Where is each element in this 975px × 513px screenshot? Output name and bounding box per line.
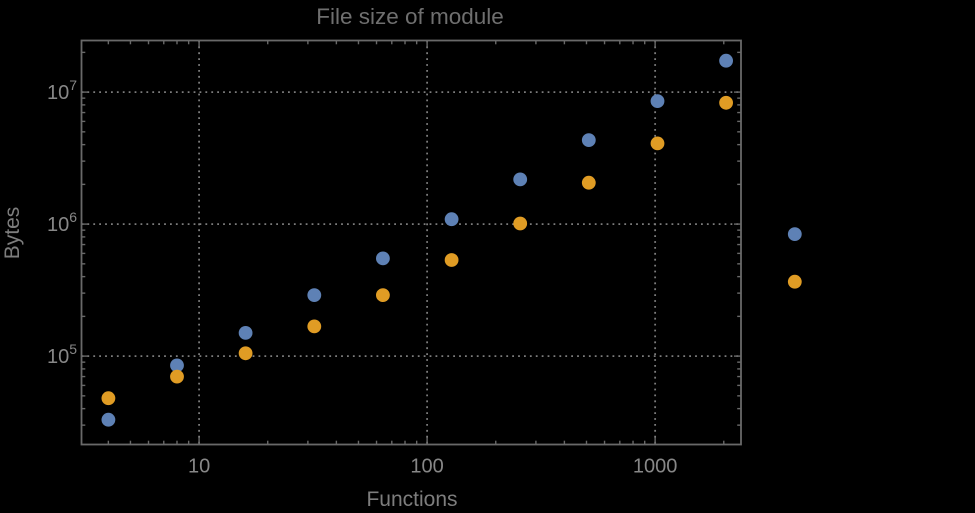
y-tick-label: 106	[47, 209, 77, 236]
x-tick-labels: 10 100 1000	[188, 456, 677, 478]
plot-frame	[80, 39, 742, 446]
data-point-blue	[307, 288, 322, 302]
data-point-orange	[444, 253, 459, 267]
y-tick-label: 107	[47, 77, 77, 104]
data-point-blue	[719, 53, 733, 68]
data-point-blue	[444, 212, 459, 227]
data-point-blue	[238, 326, 253, 340]
series-blue	[101, 53, 802, 427]
data-point-orange	[581, 175, 596, 190]
data-point-blue	[650, 94, 665, 108]
x-axis-label: Functions	[366, 488, 457, 511]
y-tick-labels: 105 106 107	[47, 77, 77, 368]
data-point-blue	[513, 172, 528, 187]
data-point-orange	[719, 95, 733, 110]
data-point-orange	[238, 346, 253, 361]
axis-ticks	[81, 40, 741, 445]
data-point-orange	[101, 391, 116, 406]
gridlines	[81, 40, 741, 445]
data-point-orange	[170, 369, 184, 384]
data-point-blue	[170, 358, 184, 373]
y-axis-label: Bytes	[1, 207, 24, 260]
x-tick-label: 10	[188, 456, 210, 478]
chart-title: File size of module	[316, 4, 504, 29]
y-tick-label: 105	[47, 341, 77, 368]
data-point-orange	[307, 319, 322, 334]
data-point-blue	[581, 133, 596, 148]
data-point-orange	[787, 274, 802, 289]
x-tick-label: 1000	[633, 456, 678, 478]
data-point-orange	[376, 288, 390, 302]
data-points	[101, 53, 802, 427]
series-orange	[101, 95, 802, 406]
data-point-blue	[101, 412, 116, 427]
x-tick-label: 100	[410, 456, 443, 478]
data-point-orange	[513, 216, 528, 231]
data-point-blue	[376, 251, 390, 266]
data-point-blue	[787, 227, 802, 242]
data-point-orange	[650, 136, 665, 151]
